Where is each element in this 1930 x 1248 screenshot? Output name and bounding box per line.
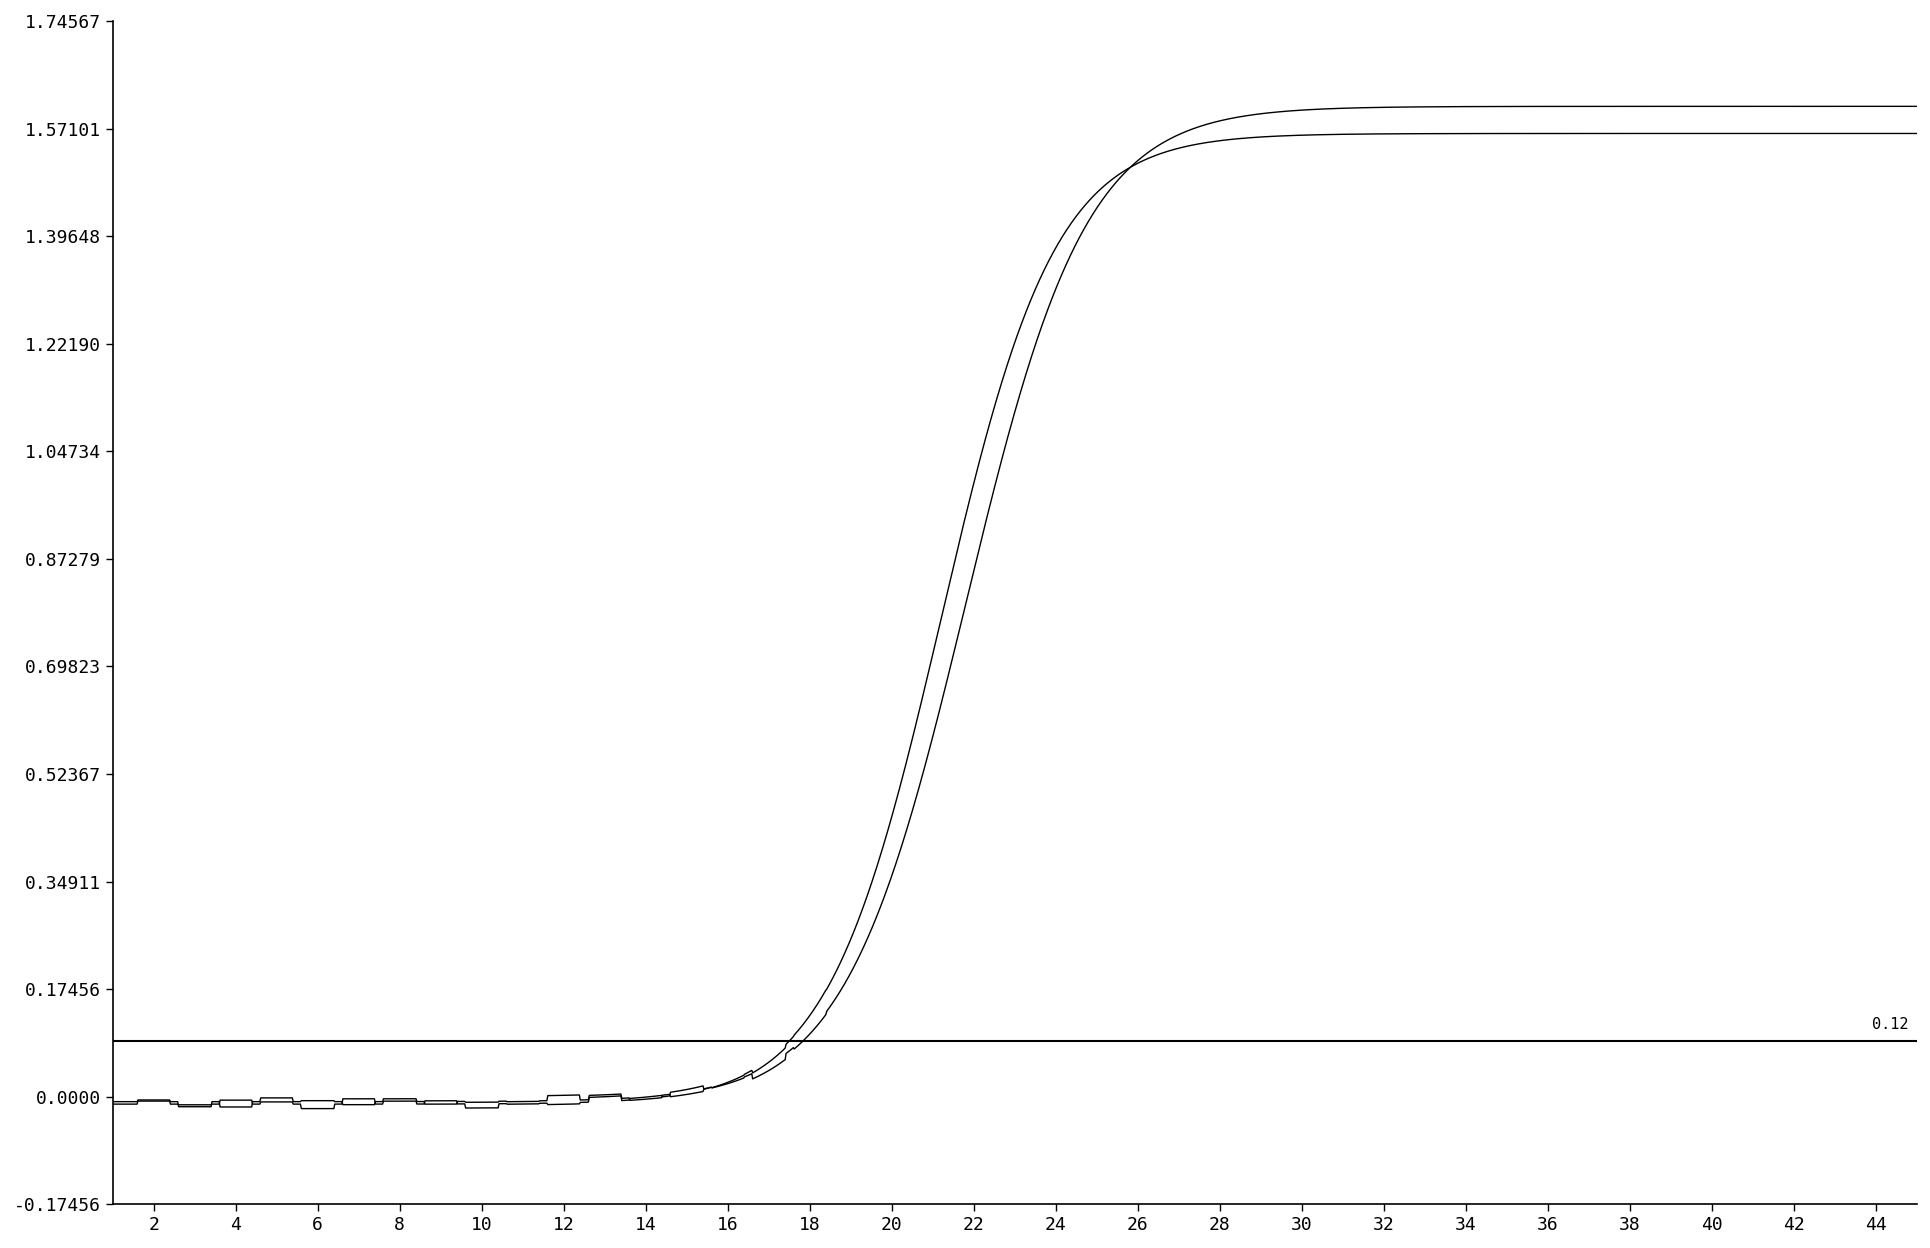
- Text: 0.12: 0.12: [1872, 1017, 1909, 1032]
